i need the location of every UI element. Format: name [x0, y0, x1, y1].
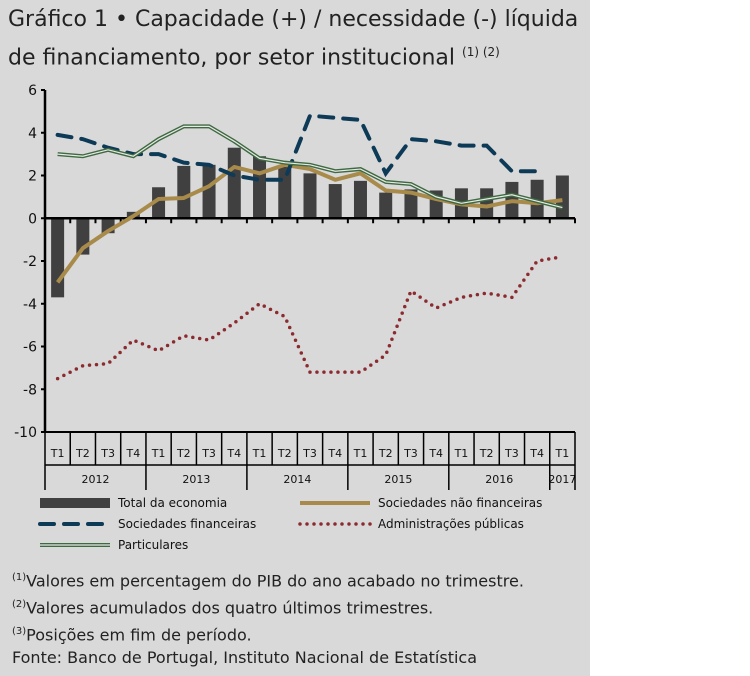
- x-tick-label: T4: [327, 447, 342, 460]
- note-1: (1)Valores em percentagem do PIB do ano …: [12, 571, 524, 591]
- chart-panel: [0, 0, 590, 676]
- legend-label: Administrações públicas: [378, 517, 524, 531]
- legend-label: Particulares: [118, 538, 188, 552]
- x-tick-label: T1: [555, 447, 570, 460]
- x-tick-label: T4: [428, 447, 443, 460]
- year-label: 2014: [283, 473, 311, 486]
- bar-total-economia: [177, 165, 191, 219]
- x-tick-label: T1: [151, 447, 166, 460]
- note-3: (3)Posições em fim de período.: [12, 624, 252, 644]
- x-tick-label: T3: [302, 447, 317, 460]
- y-tick-label: 2: [28, 169, 37, 185]
- y-tick-label: -2: [23, 254, 37, 270]
- year-label: 2013: [182, 473, 210, 486]
- title-bullet: •: [114, 7, 128, 32]
- y-tick-label: -4: [23, 297, 37, 313]
- footnotes: (1)Valores em percentagem do PIB do ano …: [12, 566, 524, 670]
- y-tick-label: 6: [28, 83, 37, 99]
- line-administracoes-publicas: [55, 254, 565, 381]
- x-tick-label: T4: [529, 447, 544, 460]
- bar-total-economia: [379, 192, 393, 219]
- line-particulares-inner: [57, 125, 563, 209]
- x-tick-label: T3: [201, 447, 216, 460]
- x-tick-label: T4: [226, 447, 241, 460]
- legend-swatch-total: [40, 498, 110, 508]
- bar-total-economia: [480, 188, 494, 219]
- bar-total-economia: [202, 164, 216, 219]
- y-tick-label: -10: [14, 425, 37, 441]
- y-tick-label: 0: [28, 211, 37, 227]
- x-tick-label: T1: [252, 447, 267, 460]
- y-tick-label: -6: [23, 340, 37, 356]
- x-tick-label: T4: [125, 447, 140, 460]
- year-label: 2016: [485, 473, 513, 486]
- bar-total-economia: [227, 147, 241, 219]
- title-label: Gráfico 1: [8, 7, 108, 32]
- x-tick-label: T3: [504, 447, 519, 460]
- bar-total-economia: [404, 189, 418, 219]
- y-tick-label: -8: [23, 382, 37, 398]
- bar-total-economia: [278, 166, 292, 219]
- bar-total-economia: [303, 173, 317, 219]
- legend-label: Sociedades financeiras: [118, 517, 256, 531]
- title-line1: Capacidade (+) / necessidade (-) líquida: [134, 7, 579, 32]
- chart-title: Gráfico 1 • Capacidade (+) / necessidade…: [8, 4, 588, 74]
- x-tick-label: T2: [479, 447, 494, 460]
- x-tick-label: T2: [378, 447, 393, 460]
- x-tick-label: T1: [353, 447, 368, 460]
- bar-total-economia: [353, 180, 367, 219]
- x-tick-label: T1: [50, 447, 65, 460]
- bar-total-economia: [555, 175, 569, 219]
- line-sociedades-financeiras: [55, 113, 540, 182]
- bar-total-economia: [328, 184, 342, 219]
- bar-total-economia: [253, 156, 267, 219]
- year-label: 2012: [81, 473, 109, 486]
- x-tick-label: T1: [454, 447, 469, 460]
- legend-label: Sociedades não financeiras: [378, 496, 542, 510]
- bar-total-economia: [530, 179, 544, 219]
- note-2: (2)Valores acumulados dos quatro últimos…: [12, 598, 434, 618]
- x-tick-label: T2: [277, 447, 292, 460]
- y-tick-label: 4: [28, 126, 37, 142]
- year-label: 2017: [548, 473, 576, 486]
- x-tick-label: T3: [100, 447, 115, 460]
- title-line2: de financiamento, por setor instituciona…: [8, 45, 456, 71]
- bar-total-economia: [51, 218, 65, 298]
- year-label: 2015: [384, 473, 412, 486]
- title-refs: (1) (2): [462, 45, 500, 59]
- x-tick-label: T3: [403, 447, 418, 460]
- legend-label: Total da economia: [117, 496, 227, 510]
- bar-total-economia: [152, 187, 166, 219]
- line-sociedades-nao-financeiras: [56, 162, 563, 284]
- x-tick-label: T2: [75, 447, 90, 460]
- x-tick-label: T2: [176, 447, 191, 460]
- source: Fonte: Banco de Portugal, Instituto Naci…: [12, 648, 478, 668]
